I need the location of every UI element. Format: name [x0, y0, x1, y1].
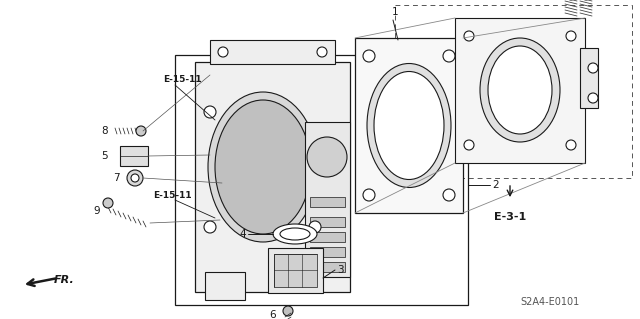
- Ellipse shape: [215, 100, 311, 234]
- Ellipse shape: [280, 228, 310, 240]
- Circle shape: [566, 140, 576, 150]
- Circle shape: [363, 189, 375, 201]
- Text: 8: 8: [101, 126, 108, 136]
- Text: 9: 9: [93, 206, 100, 216]
- Ellipse shape: [208, 92, 318, 242]
- Text: E-15-11: E-15-11: [163, 76, 202, 85]
- Bar: [580, 48, 598, 108]
- Circle shape: [204, 221, 216, 233]
- Circle shape: [317, 47, 327, 57]
- Text: FR.: FR.: [54, 275, 75, 285]
- Ellipse shape: [374, 71, 444, 180]
- Circle shape: [204, 106, 216, 118]
- Text: E-3-1: E-3-1: [494, 212, 526, 222]
- Bar: [310, 232, 345, 242]
- Circle shape: [566, 31, 576, 41]
- Circle shape: [443, 189, 455, 201]
- Text: 5: 5: [101, 151, 108, 161]
- Bar: [268, 248, 323, 293]
- Circle shape: [464, 31, 474, 41]
- Text: 6: 6: [269, 310, 276, 319]
- Circle shape: [283, 306, 293, 316]
- Circle shape: [309, 221, 321, 233]
- Ellipse shape: [488, 46, 552, 134]
- Text: 7: 7: [113, 173, 120, 183]
- Ellipse shape: [367, 63, 451, 188]
- Circle shape: [464, 140, 474, 150]
- Circle shape: [218, 47, 228, 57]
- Ellipse shape: [480, 38, 560, 142]
- Bar: [310, 262, 345, 272]
- Bar: [305, 122, 350, 277]
- Circle shape: [588, 63, 598, 73]
- Bar: [355, 38, 463, 213]
- Bar: [175, 55, 468, 305]
- Text: S2A4-E0101: S2A4-E0101: [521, 297, 580, 307]
- Bar: [310, 197, 345, 207]
- Text: E-15-11: E-15-11: [153, 190, 191, 199]
- Text: 1: 1: [392, 7, 398, 17]
- Circle shape: [103, 198, 113, 208]
- Bar: [274, 254, 317, 287]
- Bar: [310, 217, 345, 227]
- Circle shape: [363, 50, 375, 62]
- Circle shape: [588, 93, 598, 103]
- Text: 4: 4: [239, 229, 246, 239]
- Bar: [395, 5, 632, 178]
- Bar: [310, 247, 345, 257]
- Bar: [120, 146, 148, 166]
- Ellipse shape: [307, 137, 347, 177]
- Circle shape: [131, 174, 139, 182]
- Bar: [205, 272, 245, 300]
- Ellipse shape: [273, 224, 317, 244]
- Circle shape: [443, 50, 455, 62]
- Bar: [195, 62, 350, 292]
- Bar: [455, 18, 585, 163]
- Text: 2: 2: [492, 180, 499, 190]
- Circle shape: [136, 126, 146, 136]
- Text: 3: 3: [337, 265, 344, 275]
- Bar: [210, 40, 335, 64]
- Circle shape: [127, 170, 143, 186]
